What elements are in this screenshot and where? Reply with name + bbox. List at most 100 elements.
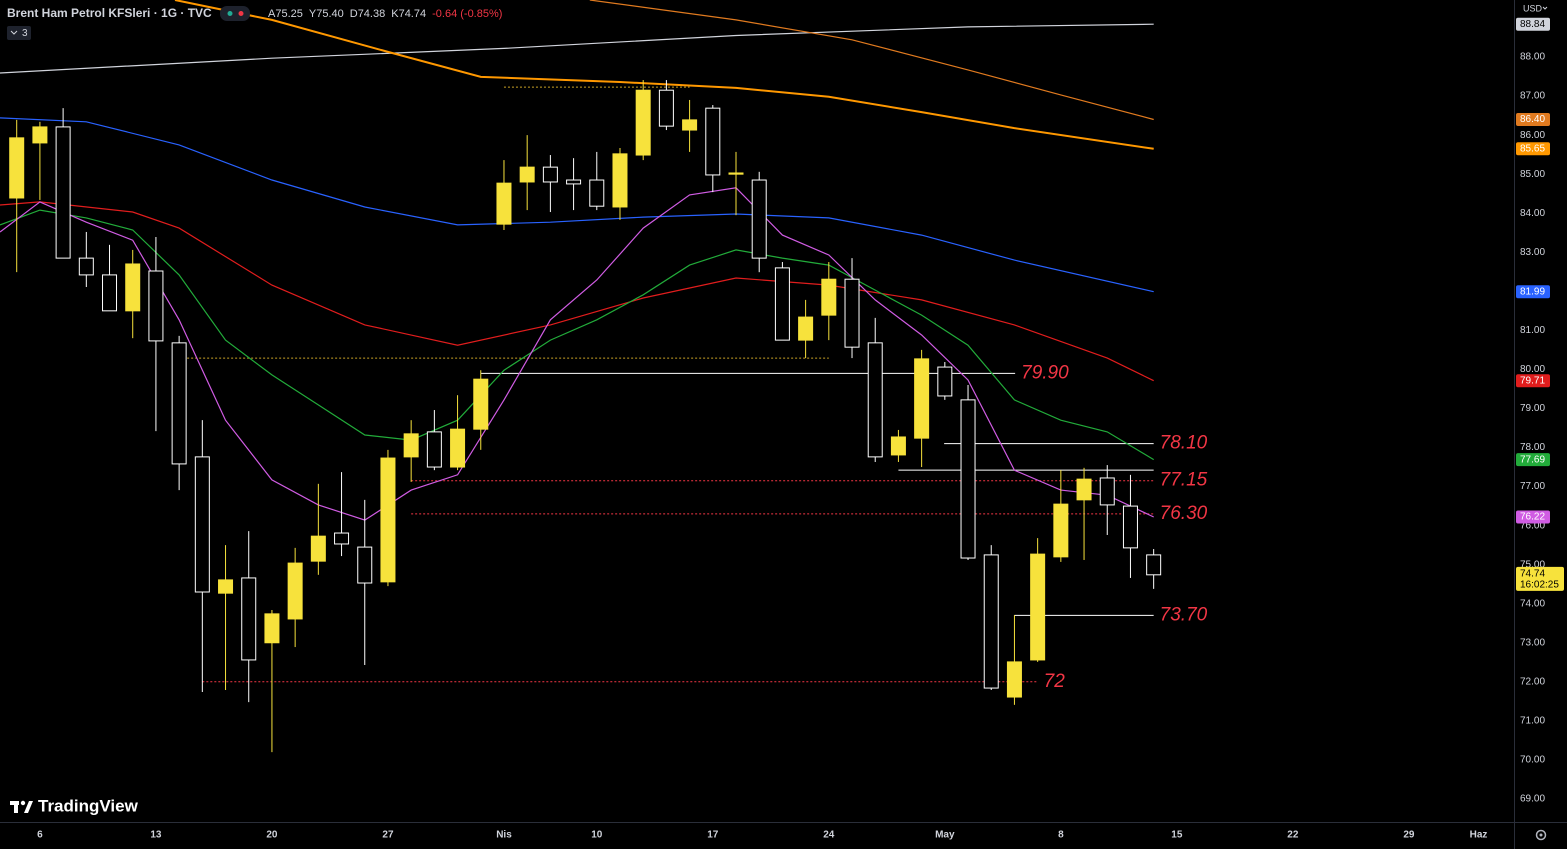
countdown: 16:02:25 [1520, 579, 1559, 590]
y-tick-label: 78.00 [1520, 442, 1545, 453]
ohlc-value: A75.25 [268, 8, 303, 20]
y-tick-label: 84.00 [1520, 208, 1545, 219]
candle-body [612, 153, 628, 208]
x-tick-label: 17 [707, 830, 719, 841]
x-tick-label: Nis [496, 830, 512, 841]
candle-body [1122, 505, 1138, 549]
candle-body [1146, 554, 1162, 576]
indicator-toggle[interactable] [7, 26, 31, 40]
candle-body [658, 89, 674, 127]
level-label: 72 [1044, 671, 1066, 692]
settings-button[interactable] [1535, 829, 1547, 841]
candle-body [334, 532, 350, 545]
level-label: 77.15 [1160, 470, 1208, 491]
candle-body [937, 366, 953, 397]
status-dot [227, 11, 233, 16]
y-tick-label: 80.00 [1520, 364, 1545, 375]
candle-body [287, 562, 303, 620]
candle-body [194, 456, 210, 593]
price-tag-label: 86.40 [1520, 114, 1545, 125]
candle-body [1099, 477, 1115, 506]
y-tick-label: 69.00 [1520, 794, 1545, 805]
y-tick-label: 71.00 [1520, 716, 1545, 727]
price-tag-label: 76.22 [1520, 512, 1545, 523]
candle-body [890, 436, 906, 456]
moving-average [0, 187, 1154, 521]
moving-average [589, 0, 1154, 121]
change: -0.64 (-0.85%) [432, 8, 502, 20]
y-tick-label: 70.00 [1520, 755, 1545, 766]
candle-body [682, 119, 698, 131]
level-label: 76.30 [1160, 503, 1208, 524]
level-label: 79.90 [1021, 362, 1069, 383]
candle-body [844, 278, 860, 348]
candle-body [78, 257, 94, 276]
candle-body [867, 342, 883, 458]
y-tick-label: 77.00 [1520, 481, 1545, 492]
y-tick-label: 73.00 [1520, 637, 1545, 648]
candle-body [426, 431, 442, 468]
ohlc-value: Y75.40 [309, 8, 344, 20]
symbol-title: Brent Ham Petrol KFSleri · 1G · TVC [7, 6, 212, 20]
x-tick-label: May [935, 830, 955, 841]
price-tag [1516, 510, 1550, 524]
candle-body [1076, 478, 1092, 501]
candle-body [566, 179, 582, 185]
candle-body [55, 126, 71, 259]
candle-body [218, 579, 234, 594]
candle-body [960, 399, 976, 559]
indicator-count: 3 [22, 28, 28, 39]
x-tick-label: 20 [266, 830, 278, 841]
ohlc-value: K74.74 [391, 8, 426, 20]
candle-body [473, 378, 489, 430]
candle-body [821, 278, 837, 316]
price-tag-label: 88.84 [1520, 19, 1545, 30]
y-tick-label: 88.00 [1520, 52, 1545, 63]
price-tag [1516, 17, 1550, 31]
x-tick-label: 6 [37, 830, 43, 841]
candle-body [380, 457, 396, 583]
candle-body [125, 263, 141, 312]
candle-body [171, 342, 187, 465]
x-tick-label: 29 [1403, 830, 1415, 841]
candle-body [310, 535, 326, 562]
candle-body [450, 428, 466, 468]
chevron-icon [10, 30, 18, 35]
y-tick-label: 85.00 [1520, 169, 1545, 180]
x-tick-label: 10 [591, 830, 603, 841]
candle-body [9, 137, 25, 199]
price-tag [1516, 453, 1550, 467]
level-label: 78.10 [1160, 433, 1208, 454]
x-tick-label: 24 [823, 830, 835, 841]
moving-average [0, 209, 1155, 461]
candle-body [774, 267, 790, 341]
price-tag [1516, 374, 1550, 388]
moving-average [0, 201, 1154, 382]
x-tick-label: 15 [1171, 830, 1183, 841]
moving-average [0, 117, 1154, 293]
price-tag [1516, 112, 1550, 126]
candle-body [403, 433, 419, 458]
candle-body [241, 577, 257, 661]
y-tick-label: 74.00 [1520, 598, 1545, 609]
status-pill[interactable] [220, 6, 250, 21]
candle-body [519, 166, 535, 183]
y-tick-label: 86.00 [1520, 130, 1545, 141]
x-tick-label: 8 [1058, 830, 1064, 841]
candle-body [751, 179, 767, 259]
y-tick-label: 87.00 [1520, 91, 1545, 102]
y-tick-label: 79.00 [1520, 403, 1545, 414]
currency-chevron [1542, 6, 1548, 10]
candle-body [1006, 661, 1022, 698]
price-tag-label: 81.99 [1520, 286, 1545, 297]
watermark-logo [10, 800, 33, 813]
currency[interactable]: USD [1523, 3, 1543, 13]
status-dot [238, 11, 244, 16]
candle-body [983, 554, 999, 689]
candle-body [705, 107, 721, 176]
candle-body [1030, 553, 1046, 661]
last-price-tag [1516, 566, 1564, 591]
level-label: 73.70 [1160, 604, 1208, 625]
moving-average [0, 23, 1154, 74]
